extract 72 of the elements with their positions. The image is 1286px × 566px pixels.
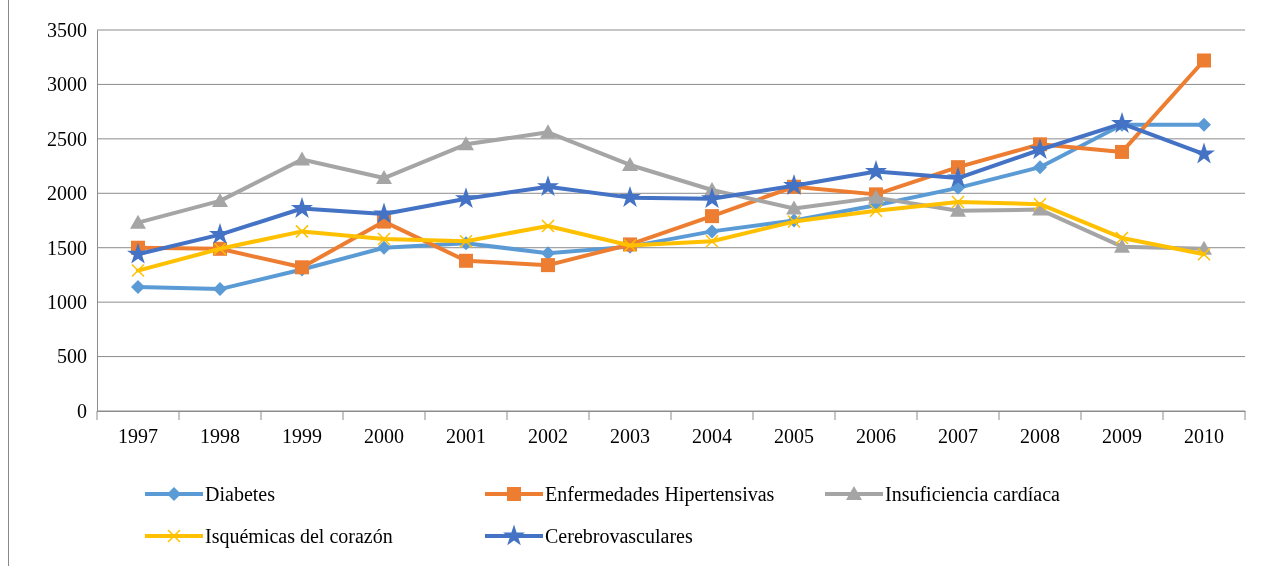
legend-label: Insuficiencia cardíaca (885, 483, 1061, 505)
point (1111, 112, 1133, 133)
legend-label: Isquémicas del corazón (205, 525, 393, 548)
point (1115, 144, 1129, 159)
point (947, 166, 969, 188)
point (619, 186, 641, 207)
point (131, 263, 145, 278)
point (455, 187, 477, 209)
y-tick-label: 2000 (47, 182, 87, 205)
point (377, 232, 391, 246)
point (705, 209, 719, 224)
point (1197, 247, 1211, 261)
x-tick-label: 2003 (610, 425, 650, 448)
point (541, 219, 555, 233)
x-tick-label: 2006 (856, 425, 896, 448)
x-tick-label: 2001 (446, 425, 486, 448)
x-tick-label: 2004 (692, 425, 732, 448)
point (1197, 117, 1211, 132)
point (537, 175, 559, 197)
point (291, 196, 313, 218)
x-tick-label: 1998 (200, 425, 240, 448)
legend-label: Diabetes (205, 483, 276, 505)
point (783, 174, 805, 196)
point (377, 240, 391, 255)
x-tick-label: 1999 (282, 425, 322, 448)
point (1197, 53, 1211, 68)
y-tick-label: 1500 (47, 236, 87, 259)
point (127, 242, 149, 264)
point (1114, 238, 1130, 253)
point (212, 192, 228, 207)
point (786, 200, 802, 215)
point (131, 279, 145, 294)
point (705, 224, 719, 239)
point (295, 224, 309, 239)
point (950, 202, 966, 217)
x-tick-label: 2002 (528, 425, 568, 448)
point (622, 156, 638, 171)
legend-label: Enfermedades Hipertensivas (545, 483, 775, 506)
y-tick-label: 3000 (47, 73, 87, 96)
x-tick-label: 2010 (1184, 425, 1224, 448)
point (130, 214, 146, 229)
point (540, 124, 556, 139)
point (705, 234, 719, 248)
y-tick-label: 0 (77, 399, 87, 422)
point (701, 187, 723, 209)
point (1115, 231, 1129, 245)
x-tick-label: 2008 (1020, 425, 1060, 448)
x-tick-label: 2005 (774, 425, 814, 448)
point (213, 282, 227, 297)
legend-label: Cerebrovasculares (545, 525, 693, 547)
y-tick-label: 3500 (47, 18, 87, 41)
point (951, 195, 965, 209)
y-tick-label: 2500 (47, 127, 87, 150)
y-tick-label: 500 (57, 345, 87, 368)
point (1193, 142, 1215, 164)
point (376, 170, 392, 185)
x-tick-label: 2009 (1102, 425, 1142, 448)
point (459, 253, 473, 268)
point (1033, 197, 1047, 211)
point (869, 203, 883, 218)
x-tick-label: 2000 (364, 425, 404, 448)
point (541, 258, 555, 273)
point (458, 136, 474, 151)
x-tick-label: 1997 (118, 425, 158, 448)
point (951, 160, 965, 175)
x-tick-label: 2007 (938, 425, 978, 448)
point (294, 151, 310, 166)
point (541, 246, 555, 261)
point (373, 202, 395, 224)
point (865, 159, 887, 181)
y-tick-label: 1000 (47, 291, 87, 314)
point (1033, 160, 1047, 175)
